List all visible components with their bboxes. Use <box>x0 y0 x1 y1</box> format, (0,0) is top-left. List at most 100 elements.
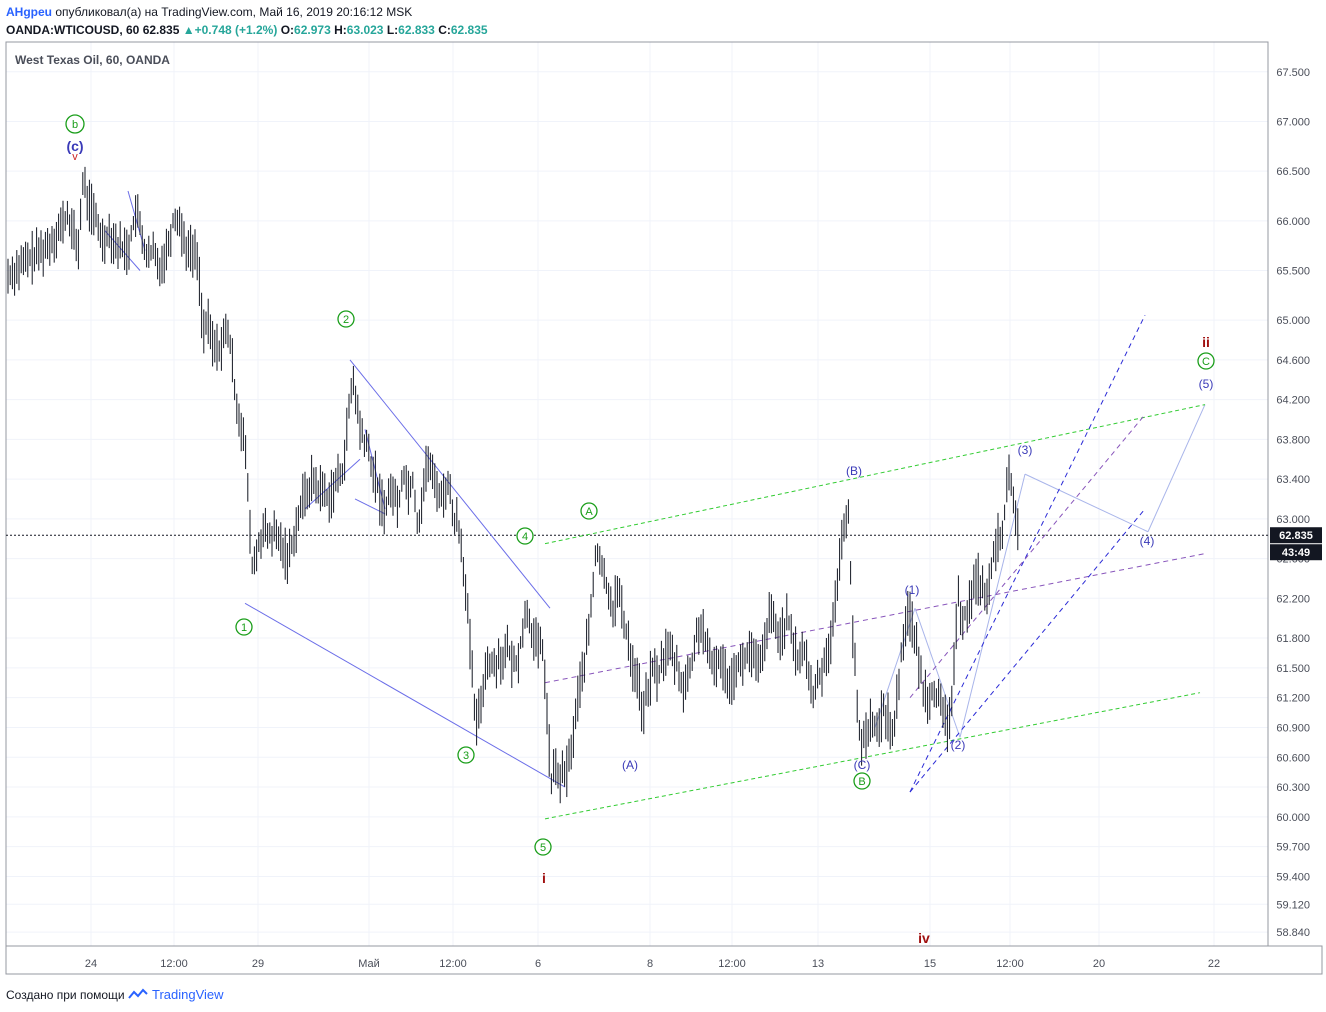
price-tick-label: 60.600 <box>1276 752 1310 764</box>
close-value: 62.835 <box>450 23 488 37</box>
author-link[interactable]: AHgpeu <box>6 5 52 19</box>
price-tick-label: 59.400 <box>1276 871 1310 883</box>
label-wave-1: 1 <box>241 622 247 634</box>
blue-channel-lower <box>909 508 1146 793</box>
label-A: A <box>585 506 593 518</box>
purple-channel-mid <box>544 553 1206 684</box>
time-tick-label: 29 <box>252 958 264 970</box>
label-wave-1-circle <box>235 618 253 636</box>
label-B: B <box>858 776 865 788</box>
price-tick-label: 63.400 <box>1276 474 1310 486</box>
label-2-paren: (2) <box>951 738 966 752</box>
label-C: C <box>1202 356 1210 368</box>
symbol-name[interactable]: OANDA:WTICOUSD, 60 <box>6 23 140 37</box>
label-B-paren: (B) <box>846 464 862 478</box>
price-tick-label: 60.000 <box>1276 812 1310 824</box>
label-wave-5-circle <box>534 838 552 856</box>
price-tick-label: 61.800 <box>1276 633 1310 645</box>
time-tick-label: Май <box>358 958 380 970</box>
label-wave-5: 5 <box>540 842 546 854</box>
price-tick-label: 65.000 <box>1276 315 1310 327</box>
time-tick-label: 24 <box>85 958 97 970</box>
time-tick-label: 13 <box>812 958 824 970</box>
up-arrow-icon: ▲ <box>182 23 195 37</box>
chart-frame <box>5 41 1323 975</box>
wave-line <box>244 602 566 788</box>
label-3-paren: (3) <box>1018 443 1033 457</box>
price-tick-label: 61.200 <box>1276 693 1310 705</box>
price-tick-label: 59.120 <box>1276 899 1310 911</box>
label-B-circle <box>853 772 871 790</box>
wave-line <box>304 458 361 510</box>
blue-channel-upper <box>909 314 1146 793</box>
publish-info: AHgpeu опубликовал(а) на TradingView.com… <box>6 5 412 19</box>
label-c-paren: (c) <box>66 138 83 154</box>
published-text: опубликовал(а) на TradingView.com, Май 1… <box>55 5 413 19</box>
last-price: 62.835 <box>142 23 180 37</box>
tradingview-logo-icon <box>128 988 148 1003</box>
symbol-info: OANDA:WTICOUSD, 60 62.835 ▲+0.748 (+1.2%… <box>6 23 488 37</box>
candle-series <box>7 166 1019 804</box>
chart-header: AHgpeu опубликовал(а) на TradingView.com… <box>0 0 1326 42</box>
time-tick-label: 12:00 <box>718 958 746 970</box>
price-tick-label: 58.840 <box>1276 927 1310 939</box>
wave-line-light <box>1147 404 1206 532</box>
label-4-paren: (4) <box>1140 534 1155 548</box>
time-tick-label: 8 <box>647 958 653 970</box>
price-tick-label: 67.500 <box>1276 67 1310 79</box>
current-price-tag-label: 62.835 <box>1279 530 1313 542</box>
label-b-circle <box>65 114 85 134</box>
wave-overlays <box>6 190 1268 820</box>
label-C-circle <box>1197 352 1215 370</box>
wave-line-light <box>914 608 961 738</box>
label-b: b <box>72 119 78 131</box>
label-ii: ii <box>1202 334 1210 350</box>
open-value: 62.973 <box>294 23 331 37</box>
label-wave-3-circle <box>457 746 475 764</box>
price-tick-label: 60.300 <box>1276 782 1310 794</box>
wave-labels: b(c)v12345ABC(A)(B)(C)(1)(2)(3)(4)(5)iii… <box>65 114 1215 946</box>
green-channel-bottom <box>544 692 1201 820</box>
label-iv: iv <box>918 930 930 946</box>
price-tick-label: 62.200 <box>1276 593 1310 605</box>
current-price-tag <box>1270 527 1322 544</box>
price-tick-label: 63.800 <box>1276 434 1310 446</box>
price-tick-label: 59.700 <box>1276 842 1310 854</box>
low-label: L: <box>386 23 399 37</box>
time-tick-label: 22 <box>1208 958 1220 970</box>
open-label: O: <box>280 23 295 37</box>
price-tick-label: 67.000 <box>1276 116 1310 128</box>
time-axis: 24 12:00 29 Май 12:00 6 8 12:00 13 15 12:00 20 22 <box>85 958 1220 970</box>
chart-title: West Texas Oil, 60, OANDA <box>15 53 170 67</box>
time-tick-label: 12:00 <box>996 958 1024 970</box>
green-channel-top <box>544 404 1206 545</box>
purple-channel-upper <box>909 414 1146 698</box>
countdown-tag-label: 43:49 <box>1282 547 1310 559</box>
close-label: C: <box>438 23 451 37</box>
time-tick-label: 20 <box>1093 958 1105 970</box>
label-wave-2: 2 <box>343 314 349 326</box>
price-tick-label: 64.600 <box>1276 355 1310 367</box>
wave-line-light <box>959 474 1026 738</box>
label-wave-2-circle <box>337 310 355 328</box>
high-value: 63.023 <box>346 23 384 37</box>
low-value: 62.833 <box>398 23 435 37</box>
price-tick-label: 66.500 <box>1276 166 1310 178</box>
time-tick-label: 12:00 <box>439 958 467 970</box>
high-label: H: <box>334 23 347 37</box>
label-A-circle <box>580 502 598 520</box>
wave-line-light <box>1024 473 1149 533</box>
tradingview-brand-link[interactable]: TradingView <box>151 987 224 1002</box>
price-change: +0.748 (+1.2%) <box>194 23 278 37</box>
label-wave-4-circle <box>516 527 534 545</box>
price-axis: 67.500 67.000 66.500 66.000 65.500 65.000 64.6… <box>1270 67 1322 939</box>
price-tick-label: 66.000 <box>1276 216 1310 228</box>
time-tick-label: 15 <box>924 958 936 970</box>
price-tick-label: 63.000 <box>1276 514 1310 526</box>
footer: Создано при помощи TradingView <box>6 987 224 1003</box>
label-c-marker: v <box>72 151 78 163</box>
created-with-text: Создано при помощи <box>6 988 125 1002</box>
price-tick-label: 60.900 <box>1276 722 1310 734</box>
time-tick-label: 12:00 <box>160 958 188 970</box>
